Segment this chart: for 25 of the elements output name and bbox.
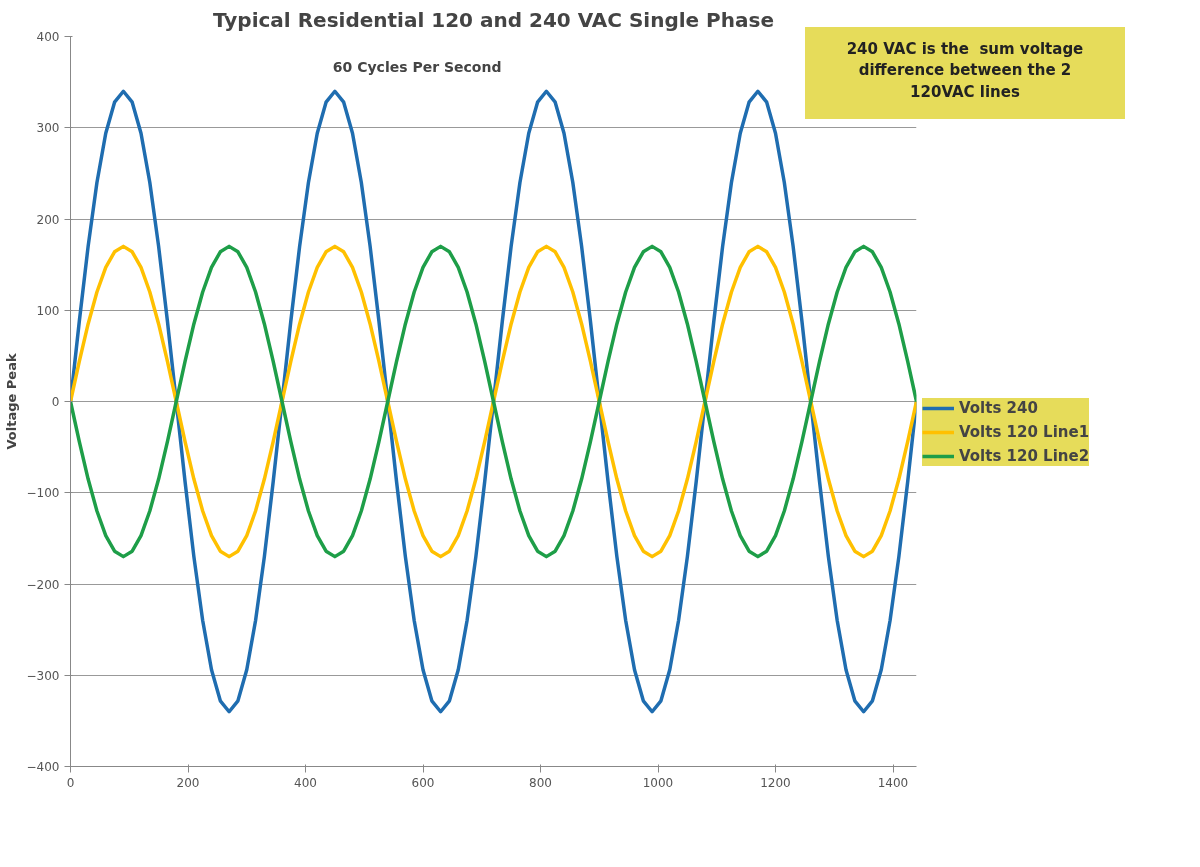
x-tick-label: 200 bbox=[176, 775, 200, 790]
y-axis-title: Voltage Peak bbox=[3, 353, 19, 450]
x-tick-label: 800 bbox=[529, 775, 552, 790]
y-tick-label: −100 bbox=[26, 486, 60, 501]
annotation: 60 Cycles Per Second bbox=[332, 58, 502, 75]
y-tick-label: −200 bbox=[26, 577, 60, 592]
x-tick-label: 1200 bbox=[760, 775, 791, 790]
x-tick-label: 600 bbox=[411, 775, 435, 790]
y-tick-label: 0 bbox=[51, 395, 60, 409]
y-tick-label: 300 bbox=[36, 121, 60, 136]
y-tick-label: 400 bbox=[36, 30, 60, 44]
y-tick-label: −300 bbox=[26, 668, 60, 683]
line-series bbox=[70, 244, 917, 559]
x-tick-label: 1000 bbox=[642, 775, 674, 790]
y-tick-label: 200 bbox=[36, 212, 60, 227]
x-tick-label: 400 bbox=[294, 775, 317, 790]
y-tick-label: −400 bbox=[26, 760, 60, 774]
note-box: 240 VAC is the sum voltage difference between the 2 120VAC lines bbox=[805, 27, 1125, 119]
legend-label: Volts 240 bbox=[959, 399, 1038, 417]
chart-title: Typical Residential 120 and 240 VAC Single Phase bbox=[213, 7, 774, 32]
x-tick-label: 1400 bbox=[877, 775, 909, 790]
y-tick-label: 100 bbox=[36, 303, 60, 318]
legend-label: Volts 120 Line2 bbox=[959, 447, 1090, 465]
legend-label: Volts 120 Line1 bbox=[959, 423, 1090, 441]
x-tick-label: 0 bbox=[66, 775, 75, 790]
